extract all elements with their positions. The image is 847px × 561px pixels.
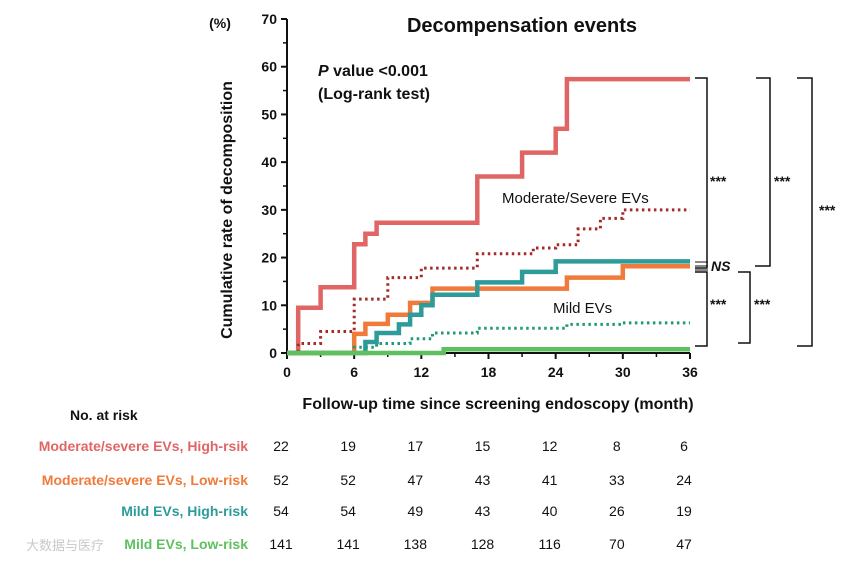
series-label-moderate: Moderate/Severe EVs <box>502 190 649 207</box>
x-tick-label: 6 <box>350 364 358 380</box>
significance-brackets: *** *** *** NS *** *** <box>695 77 836 347</box>
risk-row-label: Moderate/severe EVs, Low-risk <box>42 472 248 488</box>
series-line-2 <box>287 263 690 356</box>
sig-label-5: *** <box>754 296 771 312</box>
risk-row-label: Mild EVs, High-risk <box>121 503 248 519</box>
risk-cell: 43 <box>475 472 491 488</box>
risk-row-label: Mild EVs, Low-risk <box>124 536 248 552</box>
axes: 0 10 20 30 40 50 60 70 0 6 12 18 24 30 36 <box>261 11 698 380</box>
risk-cell: 54 <box>273 503 289 519</box>
y-tick-label: 30 <box>261 202 277 218</box>
x-tick-label: 18 <box>481 364 497 380</box>
bracket-2 <box>755 77 771 267</box>
series-line-0 <box>287 76 690 356</box>
y-tick-label: 40 <box>261 154 277 170</box>
chart-title: Decompensation events <box>407 15 637 37</box>
log-rank-text: (Log-rank test) <box>318 86 430 103</box>
risk-row-label: Moderate/severe EVs, High-rsik <box>39 438 249 454</box>
risk-cell: 33 <box>609 472 625 488</box>
x-tick-label: 0 <box>283 364 291 380</box>
x-tick-label: 24 <box>548 364 564 380</box>
risk-cell: 47 <box>676 536 692 552</box>
series-line-1 <box>287 208 690 355</box>
risk-cell: 26 <box>609 503 625 519</box>
bracket-5 <box>738 271 751 344</box>
risk-cell: 41 <box>542 472 558 488</box>
risk-cell: 128 <box>471 536 495 552</box>
series-line-3 <box>287 259 690 356</box>
sig-label-1: *** <box>710 173 727 189</box>
x-tick-label: 36 <box>682 364 698 380</box>
sig-label-4: *** <box>710 296 727 312</box>
risk-cell: 49 <box>408 503 424 519</box>
series-label-mild: Mild EVs <box>553 300 612 317</box>
risk-cell: 52 <box>273 472 289 488</box>
bracket-ns <box>695 261 708 271</box>
risk-cell: 43 <box>475 503 491 519</box>
risk-cell: 12 <box>542 438 558 454</box>
series-layer <box>287 76 690 356</box>
y-tick-label: 70 <box>261 11 277 27</box>
bracket-4 <box>695 271 708 347</box>
y-axis-label: Cumulative rate of decomposition <box>219 81 236 339</box>
risk-cell: 138 <box>404 536 428 552</box>
risk-table-heading: No. at risk <box>70 407 138 423</box>
risk-cell: 17 <box>408 438 424 454</box>
risk-cell: 19 <box>340 438 356 454</box>
p-value-rest: value <0.001 <box>329 63 428 80</box>
x-axis-label: Follow-up time since screening endoscopy… <box>302 396 693 413</box>
risk-cell: 40 <box>542 503 558 519</box>
y-tick-label: 0 <box>269 345 277 361</box>
risk-cell: 6 <box>680 438 688 454</box>
x-tick-label: 30 <box>615 364 631 380</box>
bracket-1 <box>695 77 708 269</box>
y-tick-label: 50 <box>261 106 277 122</box>
watermark-text: 大数据与医疗 <box>26 538 104 553</box>
series-line-4 <box>287 321 690 355</box>
sig-label-3: *** <box>819 202 836 218</box>
risk-cell: 141 <box>336 536 360 552</box>
risk-cell: 116 <box>539 536 562 552</box>
risk-cell: 141 <box>269 536 293 552</box>
p-value-text: P value <0.001 <box>318 63 428 80</box>
risk-cell: 8 <box>613 438 621 454</box>
risk-cell: 47 <box>408 472 424 488</box>
y-tick-label: 20 <box>261 250 277 266</box>
risk-cell: 52 <box>340 472 356 488</box>
y-unit-label: (%) <box>209 15 231 31</box>
risk-table: No. at risk Moderate/severe EVs, High-rs… <box>39 407 692 552</box>
x-tick-label: 12 <box>414 364 430 380</box>
sig-label-ns: NS <box>711 258 731 274</box>
series-line-5 <box>287 346 690 356</box>
risk-cell: 54 <box>340 503 356 519</box>
bracket-3 <box>797 77 813 347</box>
risk-cell: 19 <box>676 503 692 519</box>
sig-label-2: *** <box>774 173 791 189</box>
y-tick-label: 10 <box>261 297 277 313</box>
risk-cell: 70 <box>609 536 625 552</box>
risk-cell: 22 <box>273 438 289 454</box>
p-value-italic: P <box>318 63 329 80</box>
risk-cell: 24 <box>676 472 692 488</box>
y-tick-label: 60 <box>261 59 277 75</box>
risk-cell: 15 <box>475 438 491 454</box>
